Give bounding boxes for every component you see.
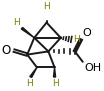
Text: O: O (83, 28, 92, 38)
Text: H: H (52, 79, 59, 88)
Text: H: H (27, 79, 33, 88)
Text: H: H (43, 2, 50, 11)
Text: H: H (73, 35, 80, 44)
Polygon shape (53, 67, 56, 77)
Polygon shape (21, 27, 34, 38)
Text: H: H (13, 18, 20, 27)
Polygon shape (30, 67, 37, 78)
Text: O: O (2, 44, 11, 57)
Text: OH: OH (85, 63, 102, 73)
